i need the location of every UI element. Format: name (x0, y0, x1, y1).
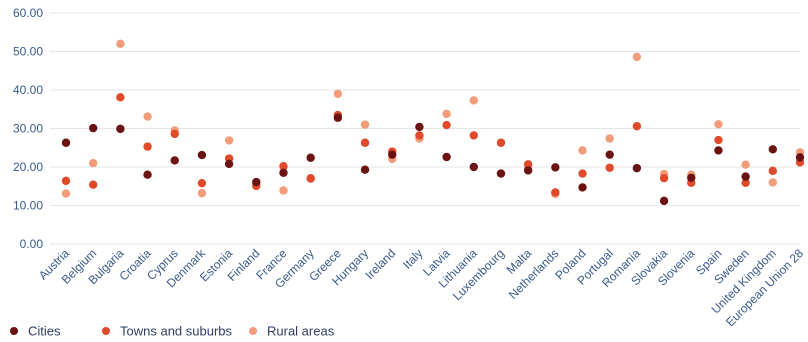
legend-label-rural-areas: Rural areas (267, 324, 335, 339)
legend-item-cities: Cities (10, 324, 61, 339)
point-towns-and-suburbs (306, 173, 315, 183)
legend-marker-cities (10, 327, 18, 335)
point-towns-and-suburbs (197, 178, 207, 188)
legend-item-rural-areas: Rural areas (249, 324, 335, 339)
point-cities (469, 162, 478, 172)
point-towns-and-suburbs (116, 93, 125, 102)
point-rural-areas (143, 112, 152, 121)
point-cities (279, 168, 288, 177)
point-towns-and-suburbs (523, 160, 533, 169)
point-rural-areas (61, 189, 71, 198)
point-cities (170, 156, 179, 165)
point-cities (61, 138, 71, 147)
point-rural-areas (578, 146, 587, 155)
point-rural-areas (279, 186, 288, 195)
x-axis-category-labels: AustriaBelgiumBulgariaCroatiaCyprusDenma… (36, 246, 807, 330)
point-towns-and-suburbs (415, 131, 424, 140)
point-towns-and-suburbs (469, 131, 478, 140)
y-tick-label: 50.00 (13, 45, 43, 59)
legend-label-cities: Cities (28, 324, 61, 339)
point-towns-and-suburbs (61, 176, 71, 186)
point-rural-areas (768, 178, 778, 187)
point-cities (333, 113, 343, 122)
grid-lines (50, 12, 800, 245)
point-cities (578, 183, 587, 192)
point-towns-and-suburbs (551, 188, 560, 197)
point-cities (523, 166, 533, 175)
point-rural-areas (442, 109, 451, 119)
point-rural-areas (360, 120, 370, 129)
point-cities (714, 146, 723, 155)
point-cities (388, 150, 397, 159)
point-cities (224, 159, 234, 169)
point-towns-and-suburbs (143, 142, 152, 151)
point-towns-and-suburbs (632, 121, 642, 131)
legend-marker-towns-and-suburbs (102, 327, 110, 335)
point-rural-areas (333, 89, 343, 99)
point-cities (659, 196, 669, 206)
y-axis-tick-labels: 0.00 10.00 20.00 30.00 40.00 50.00 60.00 (13, 6, 43, 251)
legend-marker-rural-areas (249, 327, 257, 335)
point-rural-areas (605, 134, 614, 143)
point-rural-areas (197, 188, 207, 198)
point-cities (143, 170, 152, 179)
legend-label-towns-and-suburbs: Towns and suburbs (120, 324, 233, 339)
point-towns-and-suburbs (659, 173, 669, 183)
point-cities (360, 165, 370, 174)
y-tick-label: 40.00 (13, 83, 43, 97)
point-cities (88, 123, 98, 133)
data-points (61, 39, 805, 206)
point-cities (116, 124, 125, 134)
point-cities (306, 153, 315, 162)
point-rural-areas (741, 160, 750, 169)
point-towns-and-suburbs (442, 120, 451, 130)
point-cities (252, 177, 261, 187)
point-towns-and-suburbs (88, 180, 98, 189)
point-towns-and-suburbs (578, 169, 587, 178)
legend-item-towns-and-suburbs: Towns and suburbs (102, 324, 233, 339)
point-cities (605, 150, 614, 159)
point-cities (687, 173, 696, 182)
point-cities (197, 150, 207, 160)
legend: Cities Towns and suburbs Rural areas (10, 324, 335, 339)
point-towns-and-suburbs (360, 138, 370, 147)
point-towns-and-suburbs (170, 129, 179, 139)
point-towns-and-suburbs (768, 166, 778, 176)
y-tick-label: 60.00 (13, 6, 43, 20)
point-towns-and-suburbs (605, 163, 614, 172)
point-cities (795, 153, 805, 162)
point-rural-areas (632, 52, 642, 62)
point-rural-areas (224, 136, 234, 145)
point-rural-areas (88, 158, 98, 168)
point-towns-and-suburbs (714, 135, 723, 145)
point-rural-areas (469, 96, 478, 105)
point-cities (551, 163, 560, 172)
point-towns-and-suburbs (496, 138, 506, 147)
point-rural-areas (116, 39, 125, 48)
point-towns-and-suburbs (741, 178, 750, 187)
point-cities (496, 169, 506, 178)
x-category-label: Ireland (362, 246, 398, 282)
point-towns-and-suburbs (279, 162, 288, 171)
point-cities (632, 163, 642, 173)
point-cities (442, 152, 451, 162)
point-rural-areas (714, 120, 723, 129)
y-tick-label: 10.00 (13, 199, 43, 213)
point-cities (741, 172, 750, 181)
point-cities (415, 122, 424, 132)
point-cities (768, 145, 778, 154)
y-tick-label: 0.00 (20, 237, 44, 251)
y-tick-label: 30.00 (13, 122, 43, 136)
y-tick-label: 20.00 (13, 160, 43, 174)
